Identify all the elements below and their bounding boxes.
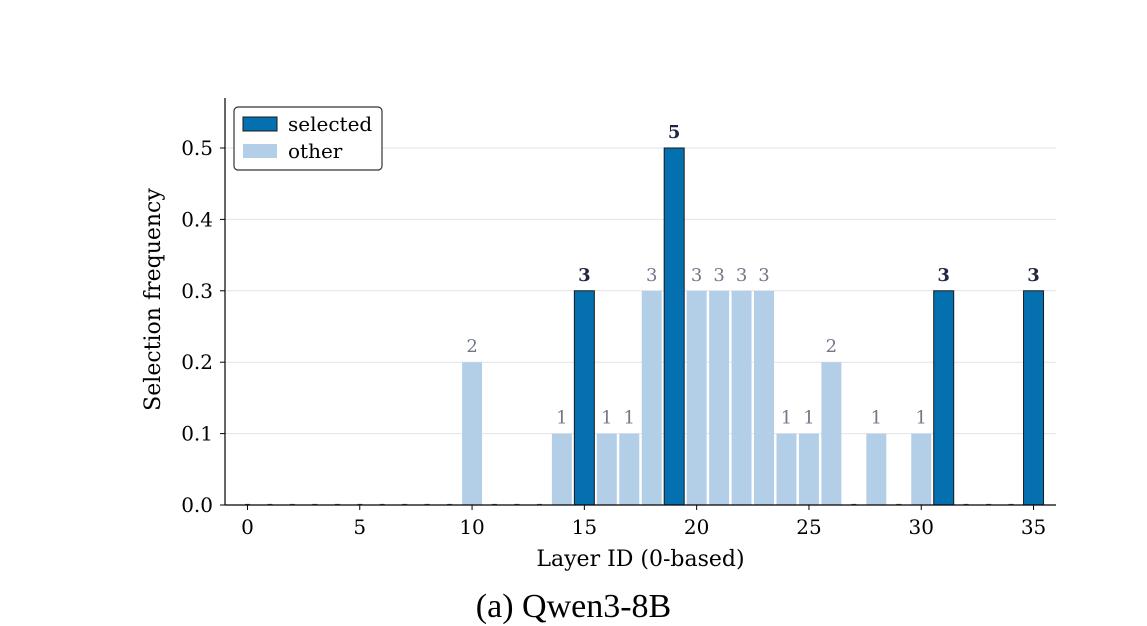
bar-other-layer-17 — [619, 433, 640, 505]
bar-other-layer-23 — [754, 290, 775, 505]
bar-value-label: 5 — [668, 122, 681, 143]
bar-labels: 353 321 1 13 3 3 3 31 121 1 — [466, 122, 1039, 429]
legend-label-other: other — [288, 139, 343, 163]
x-tick-label: 15 — [572, 515, 597, 539]
y-tick-label: 0.0 — [181, 493, 213, 517]
bar-other-layer-30 — [911, 433, 932, 505]
bar-other-layer-10 — [462, 362, 483, 505]
bar-selected-layer-31 — [933, 290, 955, 506]
legend-swatch-other — [243, 144, 277, 158]
bar-selected-layer-35 — [1023, 290, 1045, 506]
legend-label-selected: selected — [288, 112, 372, 136]
figure-caption: (a) Qwen3-8B — [475, 588, 672, 625]
bar-value-label: 1 — [556, 408, 567, 429]
bar-other-layer-20 — [686, 290, 707, 505]
legend: selected other — [233, 106, 383, 171]
bar-other-layer-26 — [821, 362, 842, 505]
x-tick-label: 30 — [909, 515, 934, 539]
x-tick-label: 25 — [796, 515, 821, 539]
legend-swatch-selected — [242, 116, 278, 132]
y-tick-label: 0.3 — [181, 279, 213, 303]
bar-other-layer-14 — [551, 433, 572, 505]
bar-value-label: 3 — [1027, 265, 1040, 286]
bar-other-layer-22 — [731, 290, 752, 505]
y-tick-label: 0.5 — [181, 136, 213, 160]
bar-value-label: 1 — [916, 408, 927, 429]
bar-value-label: 1 — [624, 408, 635, 429]
bar-value-label: 3 — [578, 265, 591, 286]
bar-value-label: 3 — [758, 265, 769, 286]
bar-other-layer-25 — [798, 433, 819, 505]
ticks: 0.0 0.1 0.2 0.3 0.4 0.5 0 5 10 15 20 25 30 35 — [181, 136, 1046, 539]
bar-value-label: 3 — [937, 265, 950, 286]
x-tick-label: 10 — [459, 515, 484, 539]
y-axis-title: Selection frequency — [141, 188, 166, 411]
bar-selected-layer-19 — [663, 147, 685, 506]
bar-other-layer-18 — [641, 290, 662, 505]
bar-other-layer-28 — [866, 433, 887, 505]
y-tick-label: 0.1 — [181, 422, 213, 446]
y-tick-label: 0.2 — [181, 350, 213, 374]
bar-value-label: 2 — [826, 336, 837, 357]
bar-value-label: 3 — [736, 265, 747, 286]
bar-value-label: 1 — [601, 408, 612, 429]
gridlines — [225, 147, 1056, 435]
x-tick-label: 35 — [1021, 515, 1046, 539]
y-tick-label: 0.4 — [181, 207, 213, 231]
bars — [462, 147, 1045, 506]
bar-selected-layer-15 — [573, 290, 595, 506]
bar-value-label: 3 — [713, 265, 724, 286]
bar-value-label: 1 — [871, 408, 882, 429]
axes — [224, 98, 1056, 506]
bar-value-label: 1 — [803, 408, 814, 429]
bar-value-label: 2 — [466, 336, 477, 357]
bar-other-layer-24 — [776, 433, 797, 505]
bar-value-label: 1 — [781, 408, 792, 429]
bar-value-label: 3 — [691, 265, 702, 286]
x-tick-label: 0 — [241, 515, 254, 539]
bar-value-label: 3 — [646, 265, 657, 286]
x-axis-title: Layer ID (0-based) — [536, 547, 744, 572]
bar-other-layer-16 — [596, 433, 617, 505]
x-tick-label: 20 — [684, 515, 709, 539]
bar-other-layer-21 — [709, 290, 730, 505]
x-tick-label: 5 — [353, 515, 366, 539]
